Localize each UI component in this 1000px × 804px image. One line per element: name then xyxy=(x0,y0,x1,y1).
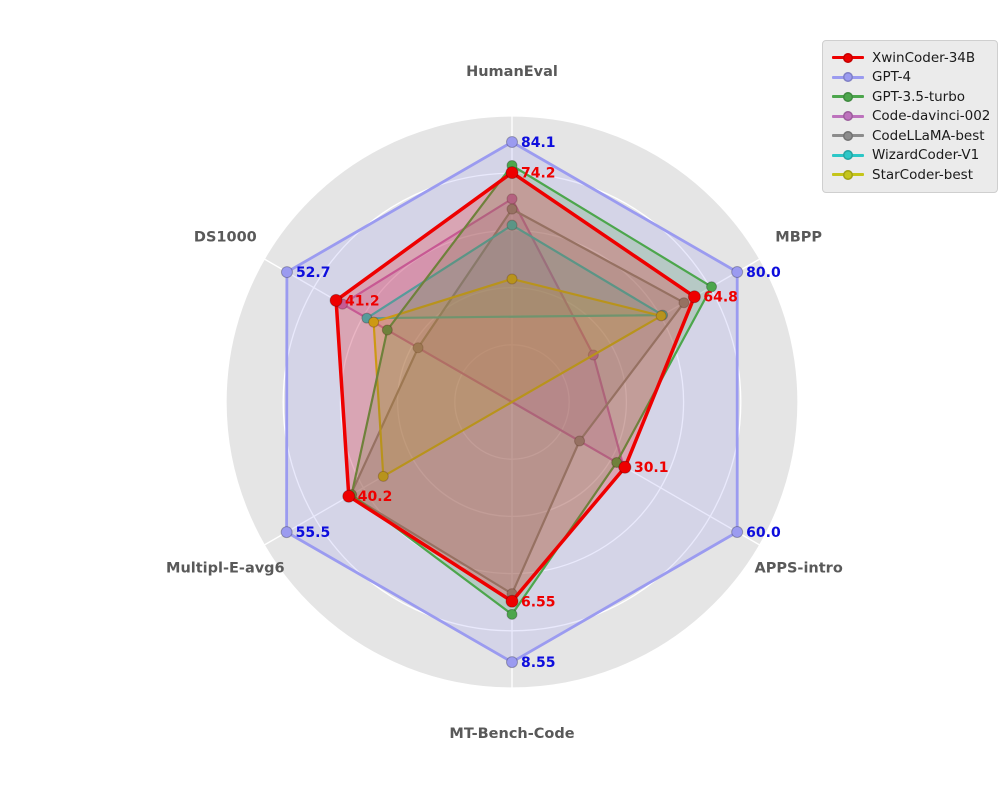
series-marker-CodeLLaMA-best xyxy=(412,342,424,354)
legend-marker-icon xyxy=(832,72,864,83)
series-marker-GPT-3.5-turbo xyxy=(506,608,518,620)
series-marker-XwinCoder-34B xyxy=(342,489,356,503)
legend-item-WizardCoder-V1: WizardCoder-V1 xyxy=(832,146,987,166)
series-marker-StarCoder-best xyxy=(368,316,380,328)
series-marker-CodeLLaMA-best xyxy=(506,203,518,215)
legend-marker-icon xyxy=(832,52,864,63)
legend-item-CodeLLaMA-best: CodeLLaMA-best xyxy=(832,126,987,146)
series-marker-StarCoder-best xyxy=(506,273,518,285)
axis-label-Multipl-E-avg6: Multipl-E-avg6 xyxy=(166,561,285,577)
series-marker-GPT-4 xyxy=(506,135,518,148)
value-label-XwinCoder-34B: 6.55 xyxy=(521,594,556,610)
legend-item-StarCoder-best: StarCoder-best xyxy=(832,165,987,185)
legend-label: StarCoder-best xyxy=(872,166,974,183)
legend-item-GPT-4: GPT-4 xyxy=(832,68,987,88)
value-label-XwinCoder-34B: 40.2 xyxy=(358,489,393,505)
series-marker-GPT-4 xyxy=(731,526,744,538)
value-label-GPT-4: 84.1 xyxy=(521,135,556,151)
series-marker-GPT-4 xyxy=(731,266,744,278)
series-marker-GPT-3.5-turbo xyxy=(381,324,393,336)
value-label-GPT-4: 80.0 xyxy=(746,265,781,281)
series-polygon-StarCoder-best xyxy=(372,277,663,478)
legend-marker-icon xyxy=(832,130,864,141)
series-marker-CodeLLaMA-best xyxy=(678,297,690,309)
value-label-XwinCoder-34B: 41.2 xyxy=(345,293,380,309)
legend-item-GPT-3.5-turbo: GPT-3.5-turbo xyxy=(832,87,987,107)
series-marker-CodeLLaMA-best xyxy=(574,435,586,447)
series-marker-GPT-4 xyxy=(506,656,518,669)
axis-label-MT-Bench-Code: MT-Bench-Code xyxy=(449,726,574,742)
axis-label-MBPP: MBPP xyxy=(775,230,822,246)
legend-label: GPT-4 xyxy=(872,69,912,86)
series-marker-GPT-4 xyxy=(280,526,293,539)
series-marker-StarCoder-best xyxy=(655,310,667,322)
legend-marker-icon xyxy=(832,91,864,102)
axis-label-HumanEval: HumanEval xyxy=(466,64,558,80)
legend-item-XwinCoder-34B: XwinCoder-34B xyxy=(832,48,987,68)
series-marker-XwinCoder-34B xyxy=(505,594,519,608)
series-marker-XwinCoder-34B xyxy=(329,293,343,307)
series-marker-GPT-3.5-turbo xyxy=(706,281,718,293)
series-marker-XwinCoder-34B xyxy=(505,166,519,180)
value-label-GPT-4: 8.55 xyxy=(521,655,556,671)
legend: XwinCoder-34B GPT-4 GPT-3.5-turbo Code-davi… xyxy=(822,40,998,193)
value-label-GPT-4: 52.7 xyxy=(296,265,331,281)
legend-marker-icon xyxy=(832,150,864,161)
series-marker-StarCoder-best xyxy=(377,470,389,482)
series-marker-GPT-4 xyxy=(280,266,293,279)
value-label-GPT-4: 60.0 xyxy=(746,525,781,541)
legend-label: GPT-3.5-turbo xyxy=(872,88,966,105)
legend-marker-icon xyxy=(832,111,864,122)
legend-label: CodeLLaMA-best xyxy=(872,127,985,144)
series-marker-XwinCoder-34B xyxy=(618,460,632,474)
axis-label-DS1000: DS1000 xyxy=(194,230,257,246)
value-label-GPT-4: 55.5 xyxy=(296,525,331,541)
legend-marker-icon xyxy=(832,169,864,180)
value-label-XwinCoder-34B: 64.8 xyxy=(703,290,738,306)
legend-label: Code-davinci-002 xyxy=(872,108,991,125)
legend-item-Code-davinci-002: Code-davinci-002 xyxy=(832,107,991,127)
value-label-XwinCoder-34B: 74.2 xyxy=(521,166,556,182)
legend-label: WizardCoder-V1 xyxy=(872,147,980,164)
series-marker-WizardCoder-V1 xyxy=(506,219,518,231)
axis-label-APPS-intro: APPS-intro xyxy=(755,561,843,577)
series-marker-XwinCoder-34B xyxy=(687,290,701,304)
series-marker-Code-davinci-002 xyxy=(506,193,518,205)
legend-label: XwinCoder-34B xyxy=(872,49,976,66)
value-label-XwinCoder-34B: 30.1 xyxy=(634,460,669,476)
series-polygon-WizardCoder-V1 xyxy=(365,224,664,320)
series-polygon-Code-davinci-002 xyxy=(341,197,625,468)
